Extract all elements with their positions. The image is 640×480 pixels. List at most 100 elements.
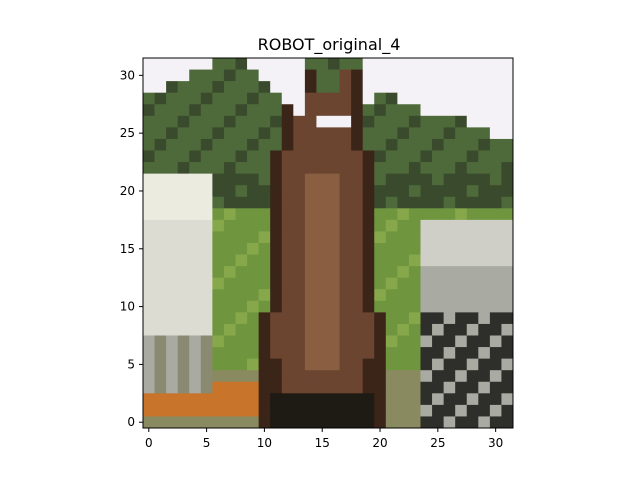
- image-pixel: [223, 92, 236, 105]
- image-pixel: [258, 185, 271, 198]
- image-pixel: [258, 381, 271, 394]
- image-pixel: [374, 393, 387, 406]
- image-pixel: [374, 104, 387, 117]
- image-pixel: [351, 219, 364, 232]
- image-pixel: [432, 323, 445, 336]
- image-pixel: [466, 58, 479, 70]
- image-pixel: [189, 347, 202, 360]
- image-pixel: [177, 162, 190, 175]
- image-pixel: [489, 312, 502, 325]
- image-pixel: [200, 162, 213, 175]
- image-pixel: [455, 347, 468, 360]
- image-pixel: [443, 254, 456, 267]
- image-pixel: [374, 312, 387, 325]
- image-pixel: [270, 335, 283, 348]
- image-pixel: [443, 162, 456, 175]
- image-pixel: [143, 150, 155, 163]
- image-pixel: [258, 243, 271, 255]
- image-pixel: [443, 404, 456, 417]
- image-pixel: [385, 219, 398, 232]
- image-pixel: [200, 185, 213, 198]
- image-pixel: [328, 127, 340, 140]
- image-pixel: [235, 150, 248, 163]
- image-pixel: [385, 300, 398, 313]
- image-pixel: [466, 416, 479, 429]
- image-pixel: [143, 243, 155, 255]
- image-pixel: [408, 289, 421, 302]
- image-pixel: [397, 208, 410, 221]
- image-pixel: [328, 277, 340, 290]
- image-pixel: [501, 404, 514, 417]
- image-pixel: [443, 370, 456, 383]
- image-pixel: [270, 381, 283, 394]
- image-pixel: [489, 127, 502, 140]
- image-pixel: [397, 173, 410, 186]
- image-pixel: [212, 69, 225, 82]
- image-pixel: [177, 381, 190, 394]
- image-pixel: [351, 173, 364, 186]
- image-pixel: [177, 312, 190, 325]
- image-pixel: [200, 127, 213, 140]
- image-pixel: [154, 92, 167, 105]
- image-pixel: [235, 393, 248, 406]
- image-pixel: [443, 289, 456, 302]
- image-pixel: [385, 138, 398, 151]
- image-pixel: [328, 115, 340, 128]
- image-pixel: [316, 370, 329, 383]
- image-pixel: [489, 138, 502, 151]
- image-pixel: [166, 323, 179, 336]
- image-pixel: [143, 58, 155, 70]
- image-pixel: [293, 196, 306, 209]
- image-pixel: [143, 196, 155, 209]
- image-pixel: [293, 81, 306, 94]
- image-pixel: [270, 416, 283, 429]
- image-pixel: [385, 173, 398, 186]
- image-pixel: [432, 312, 445, 325]
- image-pixel: [189, 381, 202, 394]
- image-pixel: [304, 173, 317, 186]
- image-pixel: [154, 300, 167, 313]
- image-pixel: [420, 277, 433, 290]
- image-pixel: [154, 127, 167, 140]
- image-pixel: [420, 254, 433, 267]
- image-pixel: [166, 416, 179, 429]
- image-pixel: [154, 138, 167, 151]
- image-pixel: [408, 370, 421, 383]
- image-pixel: [189, 243, 202, 255]
- image-pixel: [455, 69, 468, 82]
- image-pixel: [385, 104, 398, 117]
- image-pixel: [489, 358, 502, 371]
- image-pixel: [443, 81, 456, 94]
- image-pixel: [223, 231, 236, 244]
- image-pixel: [501, 335, 514, 348]
- image-pixel: [281, 347, 294, 360]
- image-pixel: [212, 138, 225, 151]
- image-pixel: [351, 300, 364, 313]
- image-pixel: [200, 347, 213, 360]
- image-pixel: [143, 92, 155, 105]
- image-pixel: [258, 254, 271, 267]
- image-pixel: [258, 92, 271, 105]
- image-pixel: [247, 196, 260, 209]
- image-pixel: [328, 196, 340, 209]
- image-pixel: [166, 81, 179, 94]
- image-pixel: [270, 370, 283, 383]
- image-pixel: [177, 277, 190, 290]
- image-pixel: [501, 393, 514, 406]
- image-pixel: [443, 58, 456, 70]
- image-pixel: [247, 404, 260, 417]
- image-pixel: [247, 162, 260, 175]
- image-pixel: [385, 92, 398, 105]
- image-pixel: [316, 92, 329, 105]
- image-pixel: [501, 243, 514, 255]
- image-pixel: [420, 416, 433, 429]
- image-pixel: [443, 243, 456, 255]
- image-pixel: [281, 69, 294, 82]
- image-pixel: [200, 277, 213, 290]
- image-pixel: [177, 58, 190, 70]
- image-pixel: [432, 254, 445, 267]
- image-pixel: [293, 69, 306, 82]
- image-pixel: [385, 81, 398, 94]
- image-pixel: [247, 266, 260, 279]
- image-pixel: [166, 335, 179, 348]
